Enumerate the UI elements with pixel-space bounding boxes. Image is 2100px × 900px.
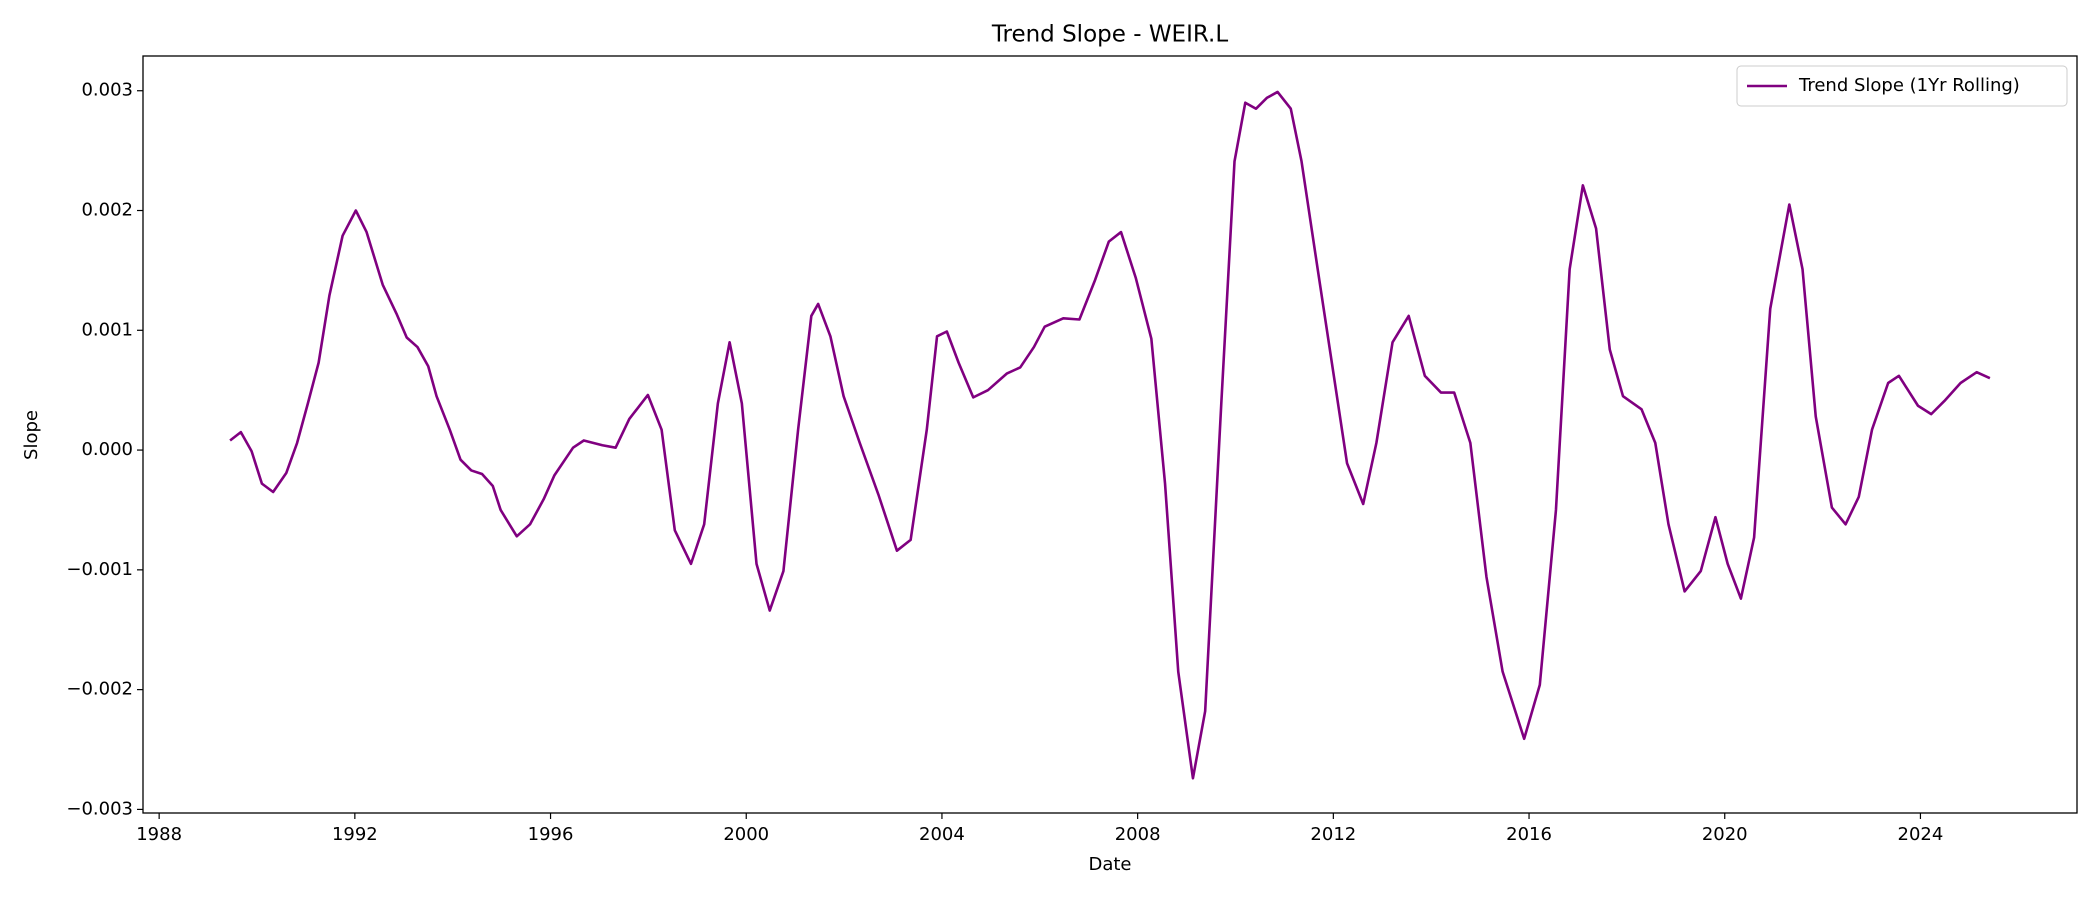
x-tick-label: 2016	[1506, 824, 1552, 845]
x-axis-label: Date	[1088, 854, 1131, 875]
x-tick-label: 1996	[528, 824, 574, 845]
x-tick-label: 2008	[1115, 824, 1161, 845]
legend-label: Trend Slope (1Yr Rolling)	[1798, 75, 2020, 96]
x-tick-label: 2012	[1310, 824, 1356, 845]
y-tick-label: −0.001	[66, 559, 133, 580]
y-tick-label: 0.002	[81, 200, 133, 221]
y-tick-label: 0.000	[81, 439, 133, 460]
x-tick-label: 1988	[136, 824, 182, 845]
y-tick-label: −0.003	[66, 798, 133, 819]
x-tick-label: 2020	[1702, 824, 1748, 845]
legend-box	[1736, 65, 2068, 107]
x-tick-label: 2004	[919, 824, 965, 845]
y-tick-label: 0.003	[81, 80, 133, 101]
y-axis-label: Slope	[21, 410, 42, 460]
x-tick-label: 1992	[332, 824, 378, 845]
chart-title: Trend Slope - WEIR.L	[991, 22, 1229, 48]
y-tick-label: −0.002	[66, 679, 133, 700]
x-tick-label: 2024	[1898, 824, 1944, 845]
data-line	[229, 90, 1991, 780]
x-tick-label: 2000	[723, 824, 769, 845]
plot-frame	[142, 55, 2078, 814]
y-tick-label: 0.001	[81, 319, 133, 340]
